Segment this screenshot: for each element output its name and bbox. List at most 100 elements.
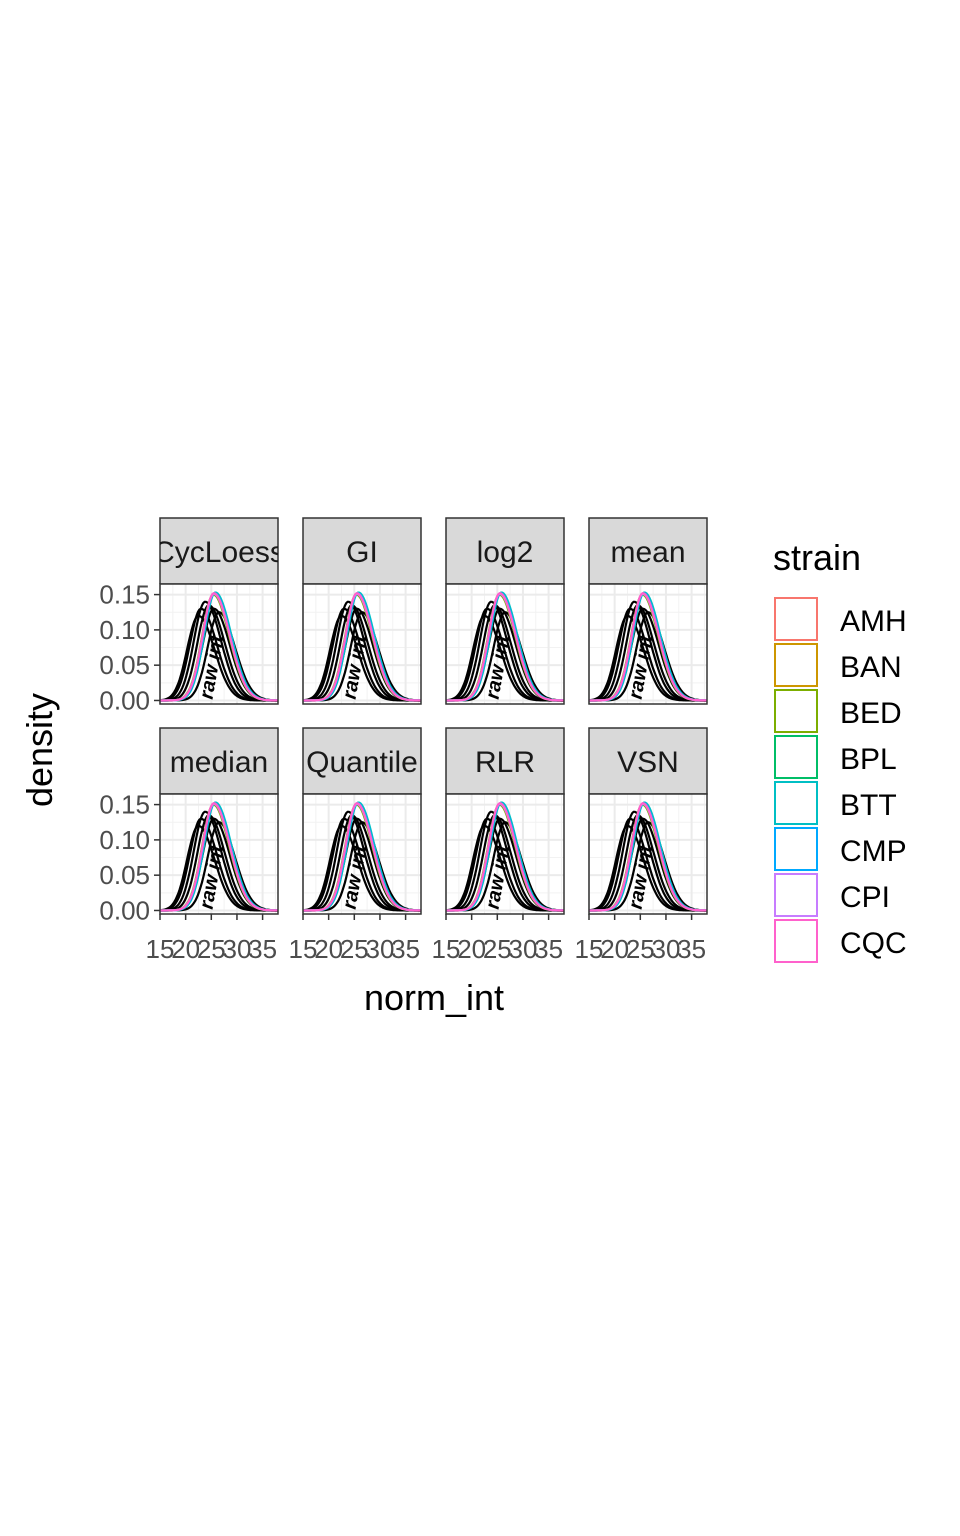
legend-item-bed: BED xyxy=(774,689,902,733)
panel-grid xyxy=(302,584,421,704)
y-axis-title: density xyxy=(19,693,60,807)
x-tick-label: 15 xyxy=(575,934,604,964)
panel-curves xyxy=(303,591,421,702)
raw-density-curve xyxy=(303,824,421,912)
x-axis-title: norm_int xyxy=(364,977,504,1018)
panel-curves xyxy=(160,801,278,912)
panel-curves xyxy=(589,591,707,702)
legend-label: BAN xyxy=(840,651,902,684)
x-tick-label: 25 xyxy=(483,934,512,964)
raw-density-curve xyxy=(160,824,278,912)
x-tick-label: 30 xyxy=(222,934,251,964)
strain-curve-cqc xyxy=(303,802,421,912)
y-tick-label: 0.00 xyxy=(99,685,150,715)
facet-strip-label: VSN xyxy=(617,746,679,779)
panel-border xyxy=(159,583,279,705)
legend-label: CMP xyxy=(840,835,907,868)
panel-curves xyxy=(160,591,278,702)
facet-strip xyxy=(302,727,422,795)
x-tick-label: 35 xyxy=(534,934,563,964)
facet-strip-label: log2 xyxy=(477,536,534,569)
x-tick-label: 30 xyxy=(365,934,394,964)
legend-key xyxy=(774,643,818,687)
raw-density-curve xyxy=(303,614,421,702)
legend-label: AMH xyxy=(840,605,907,638)
raw-density-curve xyxy=(160,614,278,702)
panel-curves xyxy=(303,801,421,912)
x-tick-label: 20 xyxy=(171,934,200,964)
legend-key xyxy=(774,873,818,917)
legend-item-cmp: CMP xyxy=(774,827,907,871)
legend-label: BTT xyxy=(840,789,897,822)
panel-border xyxy=(588,583,708,705)
y-tick-label: 0.05 xyxy=(99,650,150,680)
x-tick-label: 25 xyxy=(626,934,655,964)
strain-curve-cqc xyxy=(160,802,278,912)
legend-item-amh: AMH xyxy=(774,597,907,641)
panel-border xyxy=(159,793,279,915)
legend-key xyxy=(774,597,818,641)
x-tick-label: 20 xyxy=(600,934,629,964)
facet-strip xyxy=(445,727,565,795)
raw-density-curve xyxy=(446,824,564,912)
facet-strip xyxy=(445,517,565,585)
x-tick-label: 20 xyxy=(457,934,486,964)
facet-strip-label: GI xyxy=(346,536,378,569)
facet-strip-label: Quantile xyxy=(306,746,418,779)
panel-border xyxy=(445,793,565,915)
strain-curve-cqc xyxy=(589,592,707,702)
facet-strip xyxy=(588,727,708,795)
y-tick-label: 0.15 xyxy=(99,580,150,610)
legend-item-bpl: BPL xyxy=(774,735,897,779)
y-tick-label: 0.05 xyxy=(99,860,150,890)
facet-strip-label: CycLoess xyxy=(153,536,285,569)
legend-item-cpi: CPI xyxy=(774,873,890,917)
strain-curve-cqc xyxy=(160,592,278,702)
x-tick-label: 35 xyxy=(677,934,706,964)
strain-curve-cqc xyxy=(589,802,707,912)
legend-item-cqc: CQC xyxy=(774,919,907,963)
panel-curves xyxy=(446,801,564,912)
panel-border xyxy=(302,583,422,705)
x-tick-label: 30 xyxy=(508,934,537,964)
legend-label: CQC xyxy=(840,927,907,960)
strain-curve-cqc xyxy=(446,802,564,912)
facet-strip xyxy=(159,517,279,585)
panel-border xyxy=(588,793,708,915)
legend-label: BPL xyxy=(840,743,897,776)
legend-item-ban: BAN xyxy=(774,643,902,687)
x-tick-label: 15 xyxy=(289,934,318,964)
legend-key xyxy=(774,735,818,779)
legend: strain AMH BAN BED BPL BTT CMP CPI CQC xyxy=(773,537,907,963)
panel-border xyxy=(445,583,565,705)
y-axes: 0.00 0.05 0.10 0.15 0.00 0.05 0.10 0.15 xyxy=(99,580,160,925)
raw-density-curve xyxy=(589,824,707,912)
legend-title: strain xyxy=(773,537,861,578)
panel-curves xyxy=(589,801,707,912)
x-tick-label: 15 xyxy=(146,934,175,964)
strain-curve-cqc xyxy=(446,592,564,702)
y-tick-label: 0.10 xyxy=(99,825,150,855)
x-tick-label: 25 xyxy=(340,934,369,964)
x-tick-label: 15 xyxy=(432,934,461,964)
legend-key xyxy=(774,919,818,963)
legend-key xyxy=(774,689,818,733)
legend-label: BED xyxy=(840,697,902,730)
x-tick-label: 35 xyxy=(391,934,420,964)
panel-border xyxy=(302,793,422,915)
x-tick-label: 25 xyxy=(197,934,226,964)
x-tick-label: 30 xyxy=(651,934,680,964)
panel-curves xyxy=(446,591,564,702)
raw-density-curve xyxy=(446,614,564,702)
